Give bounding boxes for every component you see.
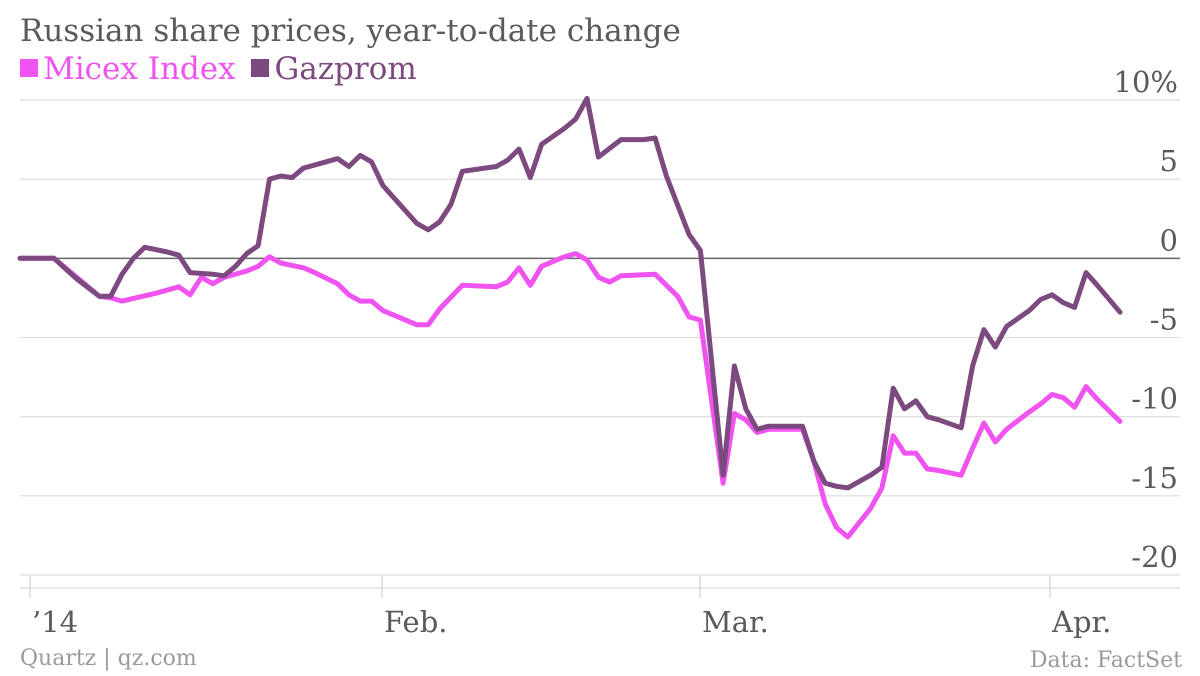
legend-swatch-gazprom <box>251 59 270 77</box>
y-tick-label: -10 <box>1131 382 1178 416</box>
x-tick-label: Mar. <box>702 605 769 639</box>
y-tick-label: -5 <box>1150 303 1178 337</box>
chart-title: Russian share prices, year-to-date chang… <box>20 13 681 49</box>
y-tick-label: -20 <box>1131 540 1178 574</box>
y-axis: 10% 5 0 -5 -10 -15 -20 <box>1114 65 1178 574</box>
x-tick-label: Apr. <box>1051 605 1111 639</box>
x-tick-label: ’14 <box>32 605 78 639</box>
y-tick-label: 5 <box>1160 144 1178 178</box>
legend-label-gazprom: Gazprom <box>274 51 417 87</box>
series-line-gazprom <box>17 95 1123 491</box>
legend-swatch-micex <box>20 59 38 77</box>
legend-label-micex: Micex Index <box>43 51 236 87</box>
gridlines <box>20 99 1180 589</box>
y-tick-label: 10% <box>1114 65 1178 99</box>
series-line-micex <box>17 251 1123 540</box>
x-axis: ’14 Feb. Mar. Apr. <box>29 576 1111 639</box>
legend: Micex Index Gazprom <box>20 50 423 88</box>
legend-item-micex: Micex Index <box>20 50 236 88</box>
y-tick-label: -15 <box>1131 461 1178 495</box>
legend-item-gazprom: Gazprom <box>251 50 417 88</box>
credit-text: Quartz | qz.com <box>20 646 197 671</box>
source-text: Data: FactSet <box>1029 648 1182 673</box>
series-lines <box>17 95 1123 540</box>
y-tick-label: 0 <box>1160 223 1178 257</box>
x-tick-label: Feb. <box>384 605 447 639</box>
